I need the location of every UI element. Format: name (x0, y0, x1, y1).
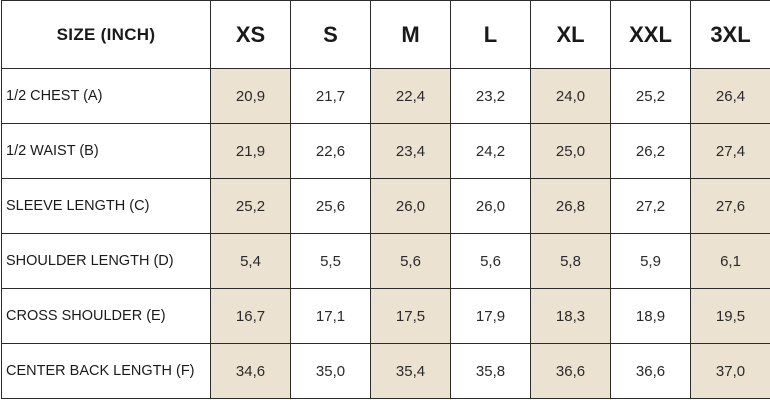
measurement-cell: 18,3 (530, 288, 611, 344)
row-label: SHOULDER LENGTH (D) (1, 233, 211, 289)
row-label: 1/2 WAIST (B) (1, 123, 211, 179)
row-label: CENTER BACK LENGTH (F) (1, 343, 211, 399)
size-header-l: L (450, 0, 531, 69)
table-body: 1/2 CHEST (A) 20,9 21,7 22,4 23,2 24,0 25,2 26,… (1, 68, 770, 399)
measurement-cell: 36,6 (530, 343, 611, 399)
measurement-cell: 22,6 (290, 123, 371, 179)
measurement-cell: 5,6 (370, 233, 451, 289)
size-header-xl: XL (530, 0, 611, 69)
size-header-xs: XS (210, 0, 291, 69)
measurement-cell: 27,6 (690, 178, 770, 234)
measurement-cell: 25,2 (210, 178, 291, 234)
measurement-cell: 5,9 (610, 233, 691, 289)
measurement-cell: 26,0 (370, 178, 451, 234)
measurement-cell: 27,2 (610, 178, 691, 234)
measurement-cell: 17,5 (370, 288, 451, 344)
row-label: CROSS SHOULDER (E) (1, 288, 211, 344)
measurement-cell: 5,4 (210, 233, 291, 289)
measurement-cell: 35,8 (450, 343, 531, 399)
measurement-cell: 19,5 (690, 288, 770, 344)
measurement-cell: 23,4 (370, 123, 451, 179)
measurement-cell: 25,0 (530, 123, 611, 179)
header-row: SIZE (INCH) XS S M L XL XXL 3XL (1, 0, 770, 69)
measurement-cell: 21,7 (290, 68, 371, 124)
measurement-cell: 6,1 (690, 233, 770, 289)
table-row: SLEEVE LENGTH (C) 25,2 25,6 26,0 26,0 26,8 27,… (1, 178, 770, 234)
measurement-cell: 24,0 (530, 68, 611, 124)
measurement-cell: 21,9 (210, 123, 291, 179)
size-header-m: M (370, 0, 451, 69)
size-header-xxl: XXL (610, 0, 691, 69)
measurement-cell: 37,0 (690, 343, 770, 399)
measurement-cell: 25,6 (290, 178, 371, 234)
measurement-cell: 5,5 (290, 233, 371, 289)
measurement-cell: 26,4 (690, 68, 770, 124)
measurement-cell: 17,9 (450, 288, 531, 344)
measurement-cell: 16,7 (210, 288, 291, 344)
row-label: 1/2 CHEST (A) (1, 68, 211, 124)
measurement-cell: 27,4 (690, 123, 770, 179)
measurement-cell: 35,0 (290, 343, 371, 399)
table-row: SHOULDER LENGTH (D) 5,4 5,5 5,6 5,6 5,8 5,9 6,1 (1, 233, 770, 289)
measurement-cell: 17,1 (290, 288, 371, 344)
size-header-s: S (290, 0, 371, 69)
measurement-cell: 26,2 (610, 123, 691, 179)
table-row: CENTER BACK LENGTH (F) 34,6 35,0 35,4 35,8 36… (1, 343, 770, 399)
measurement-cell: 35,4 (370, 343, 451, 399)
measurement-cell: 22,4 (370, 68, 451, 124)
measurement-cell: 5,6 (450, 233, 531, 289)
size-header-3xl: 3XL (690, 0, 770, 69)
measurement-cell: 18,9 (610, 288, 691, 344)
measurement-cell: 36,6 (610, 343, 691, 399)
measurement-cell: 25,2 (610, 68, 691, 124)
measurement-cell: 26,8 (530, 178, 611, 234)
measurement-cell: 23,2 (450, 68, 531, 124)
table-row: 1/2 WAIST (B) 21,9 22,6 23,4 24,2 25,0 26,2 27,… (1, 123, 770, 179)
measurement-cell: 5,8 (530, 233, 611, 289)
row-label: SLEEVE LENGTH (C) (1, 178, 211, 234)
measurement-cell: 24,2 (450, 123, 531, 179)
header-size-unit-label: SIZE (INCH) (1, 0, 211, 69)
measurement-cell: 26,0 (450, 178, 531, 234)
measurement-cell: 20,9 (210, 68, 291, 124)
table-row: 1/2 CHEST (A) 20,9 21,7 22,4 23,2 24,0 25,2 26,… (1, 68, 770, 124)
table-row: CROSS SHOULDER (E) 16,7 17,1 17,5 17,9 18,3 18… (1, 288, 770, 344)
measurement-cell: 34,6 (210, 343, 291, 399)
